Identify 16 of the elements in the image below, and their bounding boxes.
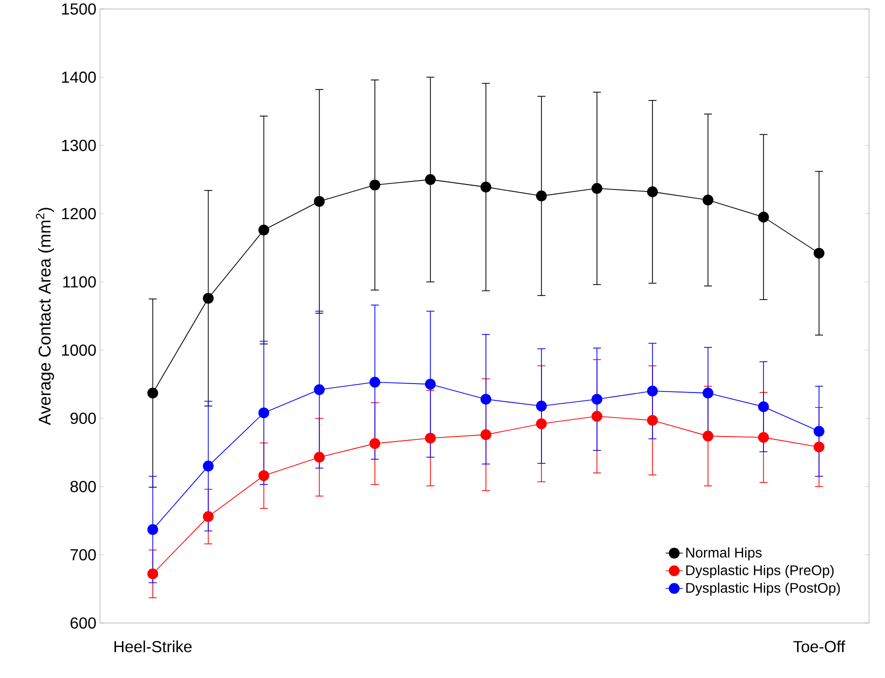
y-tick-label: 1500 <box>62 3 96 15</box>
y-tick-label: 1000 <box>62 344 96 356</box>
y-tick-label: 800 <box>70 480 96 492</box>
legend-label: Dysplastic Hips (PreOp) <box>686 564 834 578</box>
x-tick-label: Toe-Off <box>793 640 846 652</box>
y-tick-label: 700 <box>70 549 96 560</box>
y-tick-label: 1400 <box>62 72 96 83</box>
x-tick-label: Heel-Strike <box>114 640 192 652</box>
legend-label: Dysplastic Hips (PostOp) <box>686 582 840 596</box>
y-tick-label: 900 <box>70 412 96 424</box>
y-tick-label: 1300 <box>62 140 96 152</box>
y-axis-title: Average Contact Area (mm$^{2}$) <box>36 208 54 426</box>
y-tick-label: 1100 <box>63 276 96 288</box>
y-tick-label: 1200 <box>62 208 96 220</box>
legend-label: Normal Hips <box>686 547 762 560</box>
y-tick-label: 600 <box>70 617 96 629</box>
